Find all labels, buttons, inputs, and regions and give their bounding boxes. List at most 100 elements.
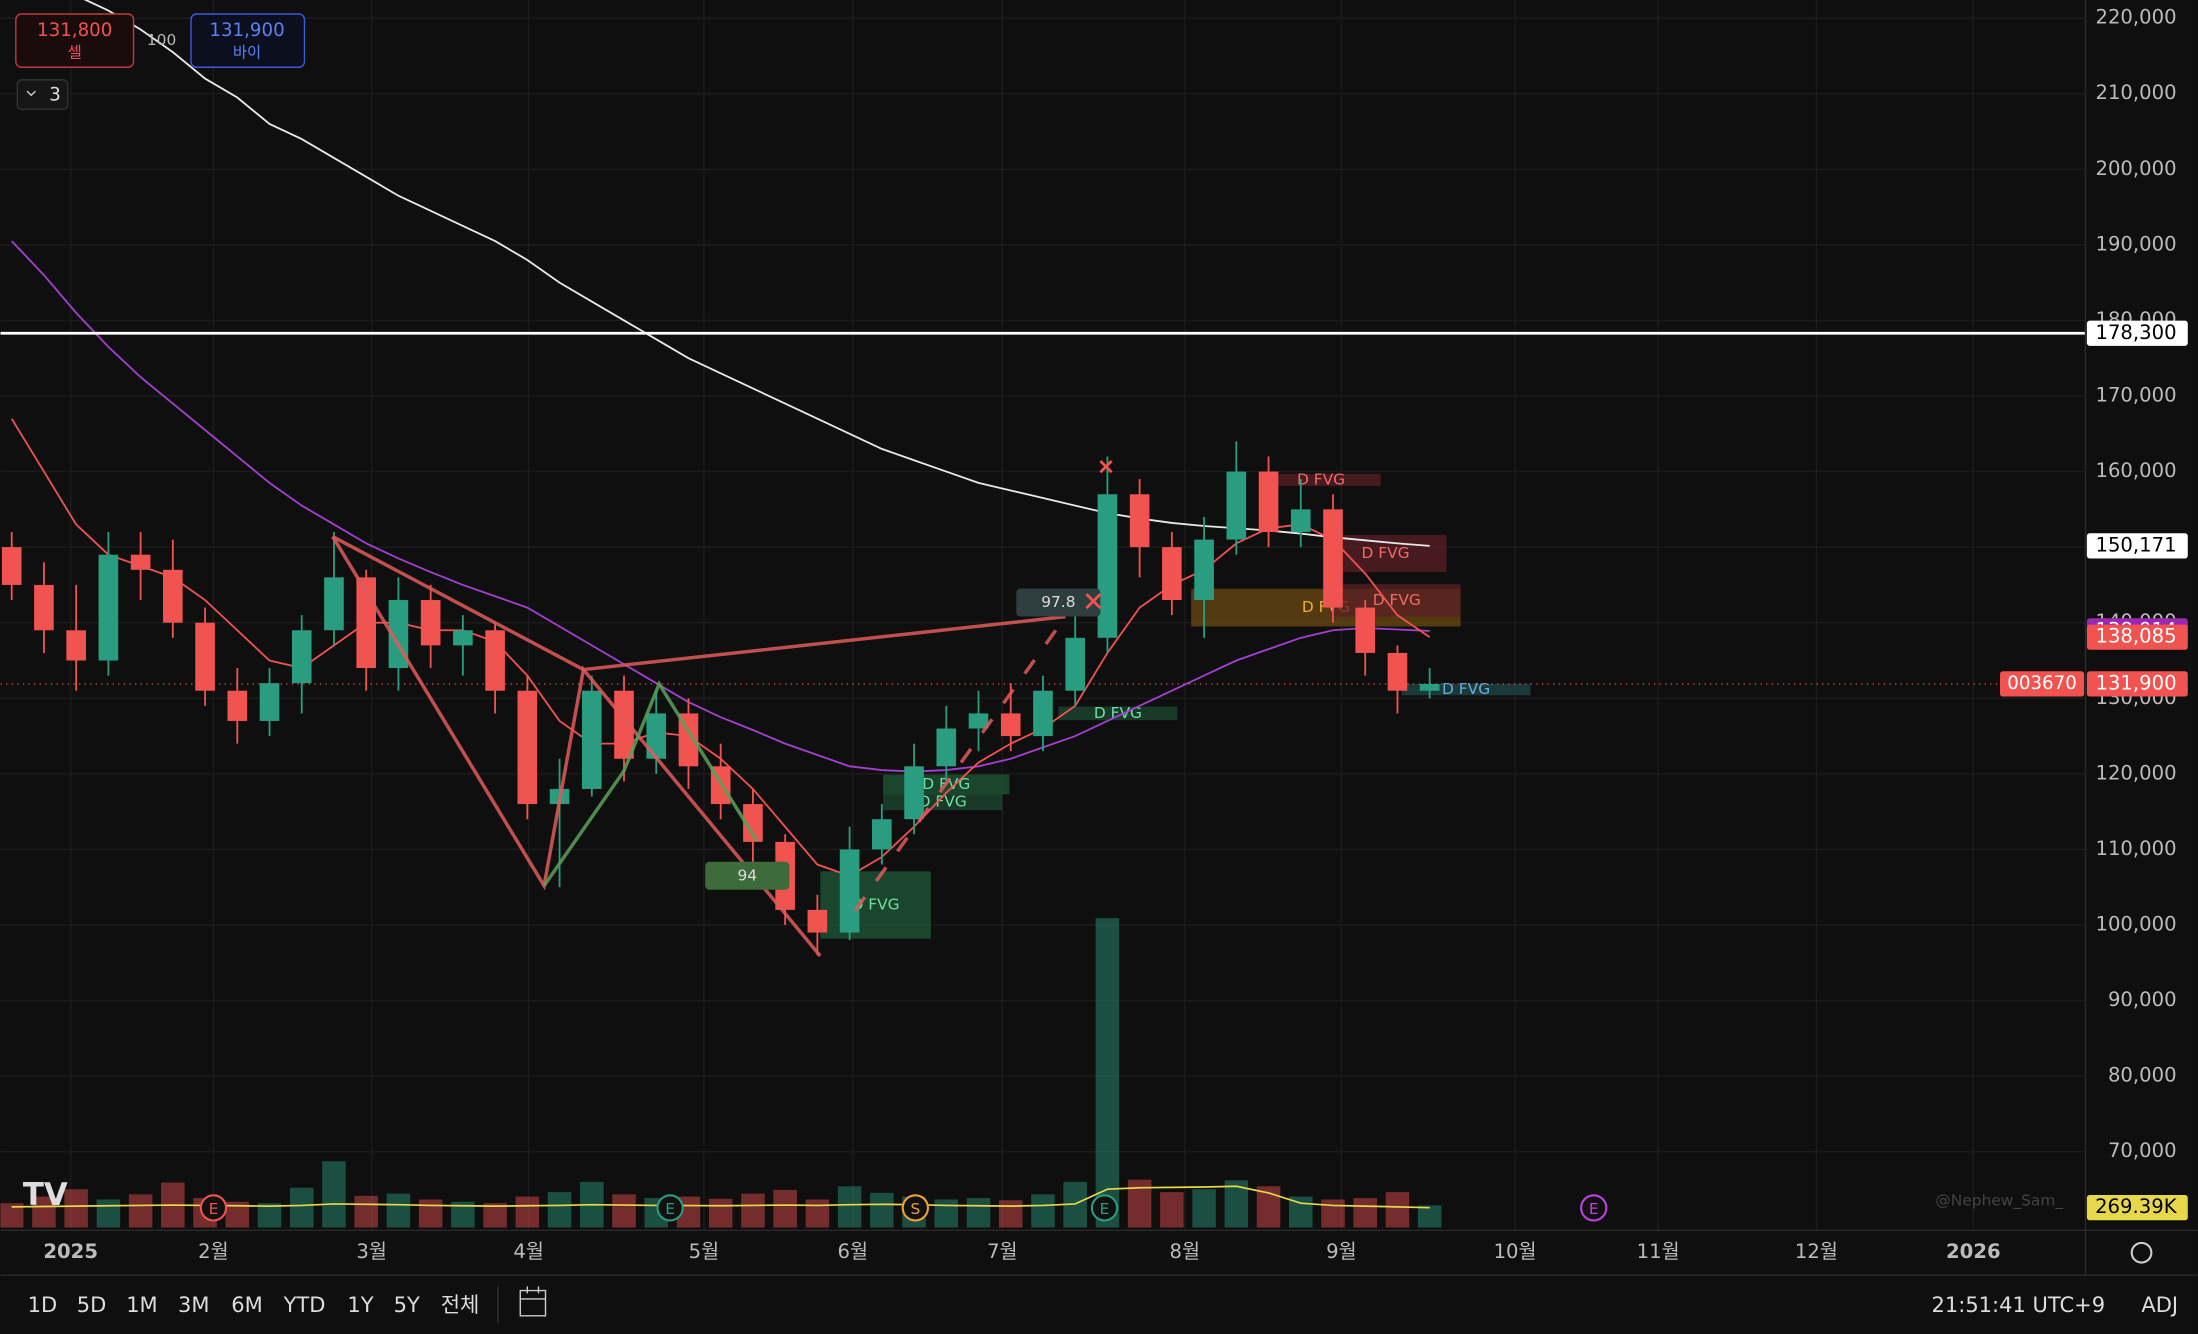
sell-button[interactable] bbox=[15, 13, 135, 68]
y-tick-label: 210,000 bbox=[2095, 81, 2176, 104]
volume-bar bbox=[1095, 918, 1120, 1228]
candle-body bbox=[1065, 637, 1085, 691]
x-tick-label: 2월 bbox=[198, 1240, 229, 1263]
candle-body bbox=[1323, 509, 1343, 608]
event-label: E bbox=[1100, 1200, 1110, 1218]
fvg-label: D FVG bbox=[919, 792, 967, 810]
volume-bar bbox=[805, 1199, 830, 1228]
candle-body bbox=[420, 600, 441, 646]
y-tick-label: 110,000 bbox=[2095, 837, 2176, 860]
candle-body bbox=[66, 630, 86, 661]
x-tick-label: 2026 bbox=[1946, 1240, 2001, 1263]
x-tick-label: 9월 bbox=[1326, 1240, 1357, 1263]
volume-bar bbox=[225, 1201, 250, 1228]
volume-bar bbox=[708, 1198, 733, 1228]
settings-icon[interactable] bbox=[2130, 1241, 2153, 1264]
candle-body bbox=[1226, 471, 1247, 540]
volume-bar bbox=[741, 1193, 765, 1228]
period-button[interactable]: 1M bbox=[126, 1292, 157, 1317]
volume-bar bbox=[870, 1192, 894, 1228]
period-button[interactable]: 전체 bbox=[441, 1292, 480, 1317]
candle-body bbox=[130, 554, 151, 570]
candle-body bbox=[646, 713, 667, 759]
candle-body bbox=[839, 849, 860, 933]
period-button[interactable]: 5D bbox=[77, 1292, 107, 1317]
candle-body bbox=[1033, 690, 1053, 737]
pattern-line bbox=[853, 615, 1067, 912]
candle-body bbox=[227, 690, 248, 721]
collapse-button[interactable] bbox=[16, 79, 69, 110]
adj-button[interactable]: ADJ bbox=[2141, 1292, 2178, 1317]
fvg-label: D FVG bbox=[1442, 680, 1490, 698]
event-marker[interactable] bbox=[901, 1194, 930, 1222]
buy-button[interactable] bbox=[190, 13, 306, 68]
y-tick-label: 220,000 bbox=[2095, 6, 2176, 29]
collapse-count: 3 bbox=[49, 84, 61, 105]
volume-bar bbox=[483, 1203, 507, 1228]
fvg-zone bbox=[1324, 535, 1447, 573]
period-button[interactable]: 6M bbox=[231, 1292, 262, 1317]
y-tick-label: 120,000 bbox=[2095, 761, 2176, 784]
calendar-icon[interactable] bbox=[519, 1286, 547, 1317]
candle-body bbox=[1387, 652, 1408, 691]
symbol-tag: 003670 bbox=[2007, 673, 2077, 694]
volume-bar bbox=[515, 1196, 540, 1228]
period-button[interactable]: 3M bbox=[178, 1292, 209, 1317]
fvg-zone bbox=[1401, 683, 1531, 696]
ma-last-label-bg bbox=[2086, 533, 2188, 559]
cross-mark bbox=[1085, 460, 1113, 610]
x-tick-label: 5월 bbox=[689, 1240, 720, 1263]
sell-price: 131,800 bbox=[37, 20, 112, 41]
volume-bar bbox=[128, 1194, 153, 1228]
pattern-line bbox=[331, 535, 1066, 672]
y-tick-label: 200,000 bbox=[2095, 157, 2176, 180]
x-tick-label: 6월 bbox=[838, 1240, 869, 1263]
volume-bar bbox=[0, 1203, 24, 1228]
volume-bar bbox=[1417, 1205, 1442, 1228]
y-tick-label: 90,000 bbox=[2108, 988, 2177, 1011]
candle-body bbox=[324, 577, 344, 631]
period-button[interactable]: YTD bbox=[283, 1292, 326, 1317]
pattern-line bbox=[542, 680, 759, 887]
pattern-badge bbox=[1016, 588, 1101, 617]
candle-body bbox=[743, 804, 763, 842]
hline-label-bg bbox=[2086, 320, 2188, 346]
y-tick-label: 80,000 bbox=[2108, 1064, 2177, 1087]
period-button[interactable]: 1Y bbox=[347, 1292, 373, 1317]
pattern-label: 94 bbox=[737, 866, 757, 884]
volume-bar bbox=[773, 1189, 797, 1228]
x-tick-label: 10월 bbox=[1494, 1240, 1537, 1263]
fvg-zone bbox=[1261, 473, 1381, 486]
chevron bbox=[26, 90, 36, 97]
last-price-label-bg bbox=[2086, 671, 2188, 697]
candle-body bbox=[678, 713, 699, 767]
quantity[interactable]: 100 bbox=[147, 31, 176, 49]
candle-body bbox=[807, 909, 828, 933]
candle-body bbox=[517, 690, 538, 805]
x-tick-label: 12월 bbox=[1795, 1240, 1838, 1263]
event-marker[interactable] bbox=[656, 1194, 684, 1222]
candle-body bbox=[1258, 471, 1279, 533]
ma-line bbox=[11, 240, 1430, 773]
fvg-label: D FVG bbox=[1373, 591, 1421, 609]
period-button[interactable]: 5Y bbox=[394, 1292, 420, 1317]
volume-bar bbox=[1385, 1192, 1410, 1228]
y-tick-label: 170,000 bbox=[2095, 383, 2176, 406]
event-marker[interactable] bbox=[1090, 1194, 1119, 1222]
candle-body bbox=[1194, 539, 1214, 601]
candle-body bbox=[872, 819, 892, 850]
volume-bar bbox=[966, 1198, 991, 1228]
ma-last-label-bg bbox=[2086, 624, 2188, 650]
candle-body bbox=[453, 630, 473, 646]
event-marker[interactable] bbox=[199, 1194, 228, 1222]
volume-bar bbox=[1160, 1192, 1184, 1228]
candle-body bbox=[1097, 494, 1118, 638]
volume-bar bbox=[837, 1186, 862, 1228]
fvg-label: D FVG bbox=[1094, 704, 1142, 722]
period-button[interactable]: 1D bbox=[28, 1292, 58, 1317]
volume-bar bbox=[612, 1194, 636, 1228]
volume-bar bbox=[1321, 1199, 1345, 1228]
event-marker[interactable] bbox=[1580, 1194, 1608, 1222]
